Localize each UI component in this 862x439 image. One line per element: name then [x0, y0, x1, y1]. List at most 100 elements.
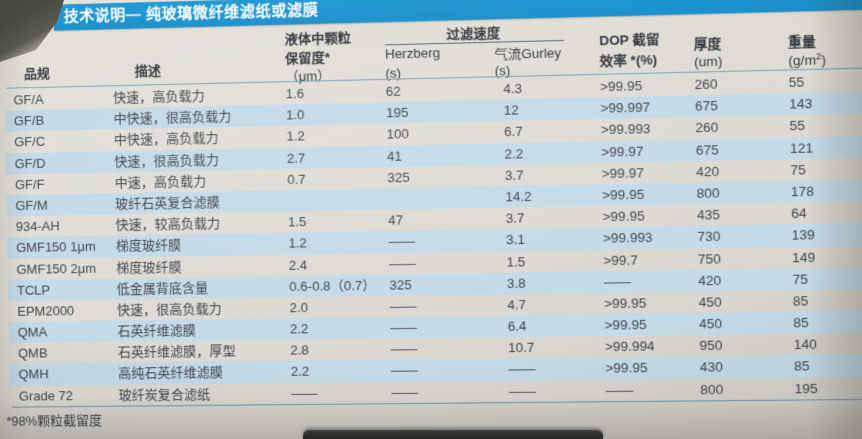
cell-gurley: 4.3: [503, 80, 523, 97]
cell-desc: 快速，很高负载力: [116, 300, 222, 318]
cell-gurley: 1.5: [506, 253, 526, 270]
cell-gurley: 3.7: [505, 210, 525, 226]
cell-product: TCLP: [16, 282, 51, 298]
cell-retention: 2.0: [289, 299, 309, 316]
cell-desc: 快速，高负载力: [113, 88, 205, 106]
cell-thickness: 435: [696, 206, 721, 223]
cell-weight: 85: [792, 292, 809, 309]
cell-product: QMA: [17, 324, 48, 340]
cell-dop: >99.993: [600, 121, 651, 138]
cell-dop: >99.95: [604, 316, 647, 333]
cell-retention: 0.6-0.8（0.7）: [289, 277, 376, 294]
cell-product: GMF150 2μm: [16, 260, 97, 277]
header-herzberg: Herzberg: [384, 45, 441, 62]
cell-dop: >99.95: [602, 208, 645, 225]
cell-desc: 石英纤维滤膜: [117, 322, 197, 339]
cell-herzberg: 195: [386, 104, 409, 121]
cell-weight: 139: [791, 227, 815, 244]
cell-retention: 2.2: [290, 363, 310, 380]
cell-product: GF/D: [14, 155, 46, 171]
cell-desc: 中快速，高负载力: [113, 130, 219, 148]
cell-herzberg: ——: [390, 341, 418, 357]
cell-gurley: 3.7: [504, 167, 524, 183]
cell-weight: 149: [791, 249, 816, 265]
cell-desc: 梯度玻纤膜: [115, 237, 182, 254]
cell-product: GMF150 1μm: [16, 239, 96, 256]
cell-retention: 1.0: [285, 107, 305, 123]
cell-herzberg: 62: [385, 83, 401, 100]
cell-thickness: 430: [699, 359, 723, 376]
header-weight: 重量: [787, 33, 816, 50]
cell-gurley: ——: [508, 361, 536, 378]
header-retention-line1: 液体中颗粒: [284, 30, 352, 47]
header-product: 品规: [23, 65, 50, 82]
cell-retention: 0.7: [287, 171, 306, 187]
cell-desc: 中快速，很高负载力: [113, 108, 232, 127]
cell-gurley: 10.7: [508, 339, 535, 356]
cell-retention: 1.2: [288, 235, 308, 252]
cell-dop: >99.95: [599, 77, 643, 95]
header-description: 描述: [134, 63, 162, 79]
cell-retention: 1.5: [287, 214, 307, 230]
cell-herzberg: ——: [390, 319, 418, 336]
cell-dop: >99.97: [601, 164, 644, 181]
cell-gurley: 6.7: [503, 123, 524, 140]
cell-product: QMH: [18, 366, 49, 383]
cell-herzberg: 325: [387, 169, 410, 186]
cell-thickness: 675: [694, 98, 719, 114]
cell-weight: 75: [792, 271, 809, 287]
cell-dop: ——: [605, 382, 634, 398]
cell-product: GF/A: [13, 91, 44, 108]
cell-thickness: 800: [696, 185, 720, 202]
header-dop-line1: DOP 截留: [599, 31, 660, 49]
cell-product: GF/F: [14, 176, 45, 192]
cell-thickness: 420: [698, 272, 722, 289]
cell-weight: 85: [793, 358, 810, 375]
cell-retention: 2.4: [288, 256, 308, 273]
cell-herzberg: ——: [389, 298, 417, 314]
cell-thickness: 730: [697, 228, 721, 245]
cell-dop: >99.7: [603, 251, 638, 268]
cell-product: EPM2000: [17, 302, 75, 319]
cell-herzberg: ——: [388, 255, 416, 271]
cell-herzberg: 325: [389, 276, 412, 293]
cell-herzberg: ——: [391, 384, 419, 400]
cell-product: GF/B: [13, 112, 45, 129]
cell-desc: 石英纤维滤膜，厚型: [117, 343, 236, 360]
cell-thickness: 800: [700, 381, 724, 397]
cell-weight: 195: [794, 380, 818, 397]
header-dop-line2: 效率 *(%): [599, 51, 658, 69]
cell-dop: >99.95: [605, 360, 648, 377]
cell-retention: 1.2: [286, 128, 306, 145]
cell-product: Grade 72: [18, 387, 73, 404]
cell-thickness: 750: [697, 250, 721, 267]
cell-weight: 75: [790, 161, 806, 178]
cell-weight: 55: [789, 117, 806, 134]
cell-gurley: 12: [503, 102, 519, 119]
cell-dop: >99.95: [604, 295, 647, 312]
section-title: 技术说明— 纯玻璃微纤维滤纸或滤膜: [63, 1, 319, 26]
cell-gurley: 3.8: [506, 275, 526, 291]
header-thickness-unit: (um): [694, 53, 723, 70]
header-weight-unit: (g/m2): [788, 51, 826, 69]
cell-dop: >99.994: [604, 338, 655, 355]
weight-unit-pre: (g/m: [788, 52, 817, 69]
cell-gurley: 2.2: [504, 145, 524, 162]
cell-retention: 2.8: [290, 342, 309, 358]
cell-gurley: 4.7: [507, 296, 527, 313]
cell-herzberg: ——: [390, 362, 418, 379]
cell-dop: >99.993: [602, 229, 653, 247]
header-gurley: 气流Gurley: [494, 45, 562, 63]
cell-desc: 高纯石英纤维滤膜: [118, 364, 224, 382]
cell-dop: >99.97: [601, 143, 644, 160]
cell-gurley: ——: [508, 383, 537, 399]
cell-thickness: 450: [698, 294, 722, 310]
cell-weight: 140: [793, 336, 817, 353]
cell-gurley: 3.1: [505, 231, 526, 248]
dark-object-edge: [303, 430, 603, 439]
cell-weight: 85: [793, 314, 809, 331]
cell-desc: 梯度玻纤膜: [116, 258, 182, 275]
header-thickness: 厚度: [693, 36, 722, 53]
cell-product: GF/M: [15, 197, 48, 214]
